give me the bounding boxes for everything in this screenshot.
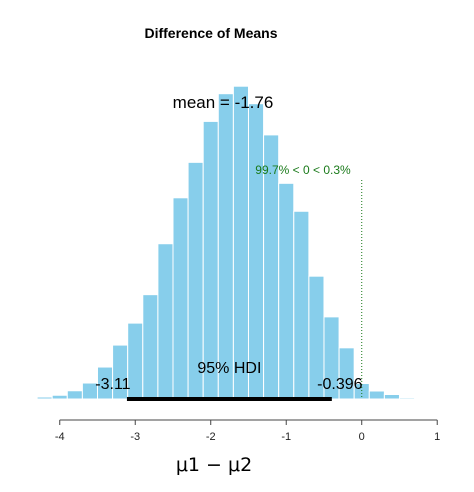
histogram-bar: [157, 243, 174, 400]
histogram-bar: [172, 197, 189, 400]
hdi-label: 95% HDI: [197, 360, 261, 377]
histogram-bar: [338, 347, 355, 400]
comparison-label: 99.7% < 0 < 0.3%: [255, 163, 351, 177]
histogram-bar: [36, 396, 53, 400]
x-tick-label: 1: [434, 431, 440, 443]
x-tick-label: -2: [206, 431, 216, 443]
histogram-bar: [278, 182, 295, 400]
histogram-bar: [202, 120, 219, 400]
histogram-bar: [398, 397, 416, 400]
histogram-bar: [293, 210, 310, 400]
histogram-bar: [51, 394, 68, 400]
x-tick-label: -3: [130, 431, 140, 443]
histogram-bar: [232, 85, 249, 400]
histogram-bar: [247, 103, 265, 400]
mean-label: mean = -1.76: [173, 93, 274, 112]
histogram-bar: [383, 394, 400, 400]
x-tick-label: 0: [359, 431, 365, 443]
x-tick-label: -1: [281, 431, 291, 443]
x-tick-label: -4: [55, 431, 65, 443]
bars-group: [21, 85, 416, 400]
chart-title: Difference of Means: [144, 25, 277, 41]
histogram-bar: [368, 390, 385, 400]
x-axis-label: μ1 − μ2: [176, 454, 252, 476]
histogram-bar: [217, 93, 234, 400]
histogram-bar: [66, 390, 83, 400]
hdi-high-label: -0.396: [317, 376, 362, 393]
x-axis-ticks: -4 -3 -2 -1 0 1: [55, 420, 440, 443]
histogram-bar: [142, 294, 159, 400]
histogram-bar: [21, 397, 38, 400]
hdi-low-label: -3.11: [95, 376, 130, 393]
